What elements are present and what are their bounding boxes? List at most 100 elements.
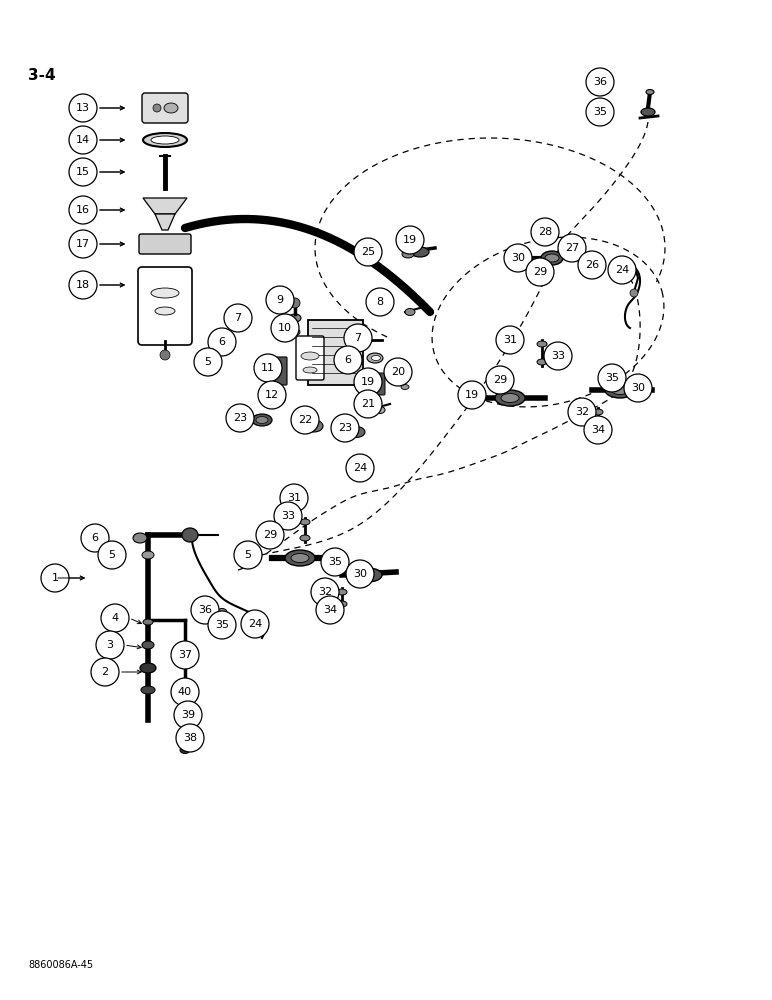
Ellipse shape xyxy=(178,730,192,740)
Text: 29: 29 xyxy=(263,530,277,540)
Circle shape xyxy=(234,541,262,569)
Circle shape xyxy=(191,596,219,624)
Text: 16: 16 xyxy=(76,205,90,215)
Ellipse shape xyxy=(301,352,319,360)
Circle shape xyxy=(254,354,282,382)
Text: 30: 30 xyxy=(511,253,525,263)
Circle shape xyxy=(486,366,514,394)
Circle shape xyxy=(458,381,486,409)
Circle shape xyxy=(91,658,119,686)
Text: 38: 38 xyxy=(183,733,197,743)
Circle shape xyxy=(396,226,424,254)
Circle shape xyxy=(224,304,252,332)
Circle shape xyxy=(568,398,596,426)
FancyBboxPatch shape xyxy=(308,320,363,385)
Circle shape xyxy=(69,126,97,154)
Text: 20: 20 xyxy=(391,367,405,377)
Text: 36: 36 xyxy=(593,77,607,87)
Circle shape xyxy=(598,364,626,392)
Ellipse shape xyxy=(300,519,310,525)
Circle shape xyxy=(98,541,126,569)
Circle shape xyxy=(101,604,129,632)
Circle shape xyxy=(69,158,97,186)
Ellipse shape xyxy=(371,356,381,360)
Polygon shape xyxy=(155,214,175,230)
Circle shape xyxy=(266,286,294,314)
Ellipse shape xyxy=(354,568,382,582)
Circle shape xyxy=(531,218,559,246)
Ellipse shape xyxy=(252,414,272,426)
Ellipse shape xyxy=(289,314,301,322)
Circle shape xyxy=(81,524,109,552)
Circle shape xyxy=(354,238,382,266)
Text: 9: 9 xyxy=(276,295,283,305)
Circle shape xyxy=(171,641,199,669)
Circle shape xyxy=(153,104,161,112)
Text: 11: 11 xyxy=(261,363,275,373)
Text: 8860086A-45: 8860086A-45 xyxy=(28,960,93,970)
FancyBboxPatch shape xyxy=(296,336,324,380)
Circle shape xyxy=(584,416,612,444)
Circle shape xyxy=(311,578,339,606)
Ellipse shape xyxy=(271,395,285,404)
Ellipse shape xyxy=(300,535,310,541)
Ellipse shape xyxy=(646,90,654,95)
Circle shape xyxy=(174,701,202,729)
Ellipse shape xyxy=(537,341,547,347)
Ellipse shape xyxy=(593,421,603,427)
Text: 17: 17 xyxy=(76,239,90,249)
Circle shape xyxy=(69,271,97,299)
Text: 7: 7 xyxy=(235,313,242,323)
Text: 18: 18 xyxy=(76,280,90,290)
Circle shape xyxy=(171,678,199,706)
Ellipse shape xyxy=(641,108,655,116)
Circle shape xyxy=(346,454,374,482)
Text: 30: 30 xyxy=(631,383,645,393)
Circle shape xyxy=(321,548,349,576)
Text: 34: 34 xyxy=(323,605,337,615)
Text: 12: 12 xyxy=(265,390,279,400)
Text: 34: 34 xyxy=(591,425,605,435)
Text: 27: 27 xyxy=(565,243,579,253)
Circle shape xyxy=(578,251,606,279)
Ellipse shape xyxy=(303,367,317,373)
Text: 35: 35 xyxy=(328,557,342,567)
Text: 10: 10 xyxy=(278,323,292,333)
Ellipse shape xyxy=(305,420,323,432)
Ellipse shape xyxy=(291,554,309,562)
Circle shape xyxy=(256,521,284,549)
Circle shape xyxy=(608,256,636,284)
FancyBboxPatch shape xyxy=(138,267,192,345)
Polygon shape xyxy=(143,198,187,214)
Circle shape xyxy=(334,346,362,374)
Ellipse shape xyxy=(605,382,635,398)
Circle shape xyxy=(354,368,382,396)
Circle shape xyxy=(291,406,319,434)
Circle shape xyxy=(316,596,344,624)
Text: 24: 24 xyxy=(248,619,262,629)
Ellipse shape xyxy=(140,663,156,673)
Ellipse shape xyxy=(220,621,230,629)
Circle shape xyxy=(558,234,586,262)
Ellipse shape xyxy=(337,601,347,607)
Text: 29: 29 xyxy=(533,267,547,277)
Ellipse shape xyxy=(142,551,154,559)
Circle shape xyxy=(496,326,524,354)
Circle shape xyxy=(280,484,308,512)
Circle shape xyxy=(344,324,372,352)
Circle shape xyxy=(176,724,204,752)
Text: 23: 23 xyxy=(338,423,352,433)
Circle shape xyxy=(271,314,299,342)
Ellipse shape xyxy=(574,245,582,250)
Circle shape xyxy=(194,348,222,376)
Circle shape xyxy=(69,230,97,258)
Ellipse shape xyxy=(593,409,603,415)
Circle shape xyxy=(384,358,412,386)
Ellipse shape xyxy=(182,528,198,542)
Text: 6: 6 xyxy=(344,355,351,365)
Circle shape xyxy=(290,298,300,308)
Text: 8: 8 xyxy=(377,297,384,307)
FancyBboxPatch shape xyxy=(142,93,188,123)
Circle shape xyxy=(504,244,532,272)
Text: 19: 19 xyxy=(361,377,375,387)
